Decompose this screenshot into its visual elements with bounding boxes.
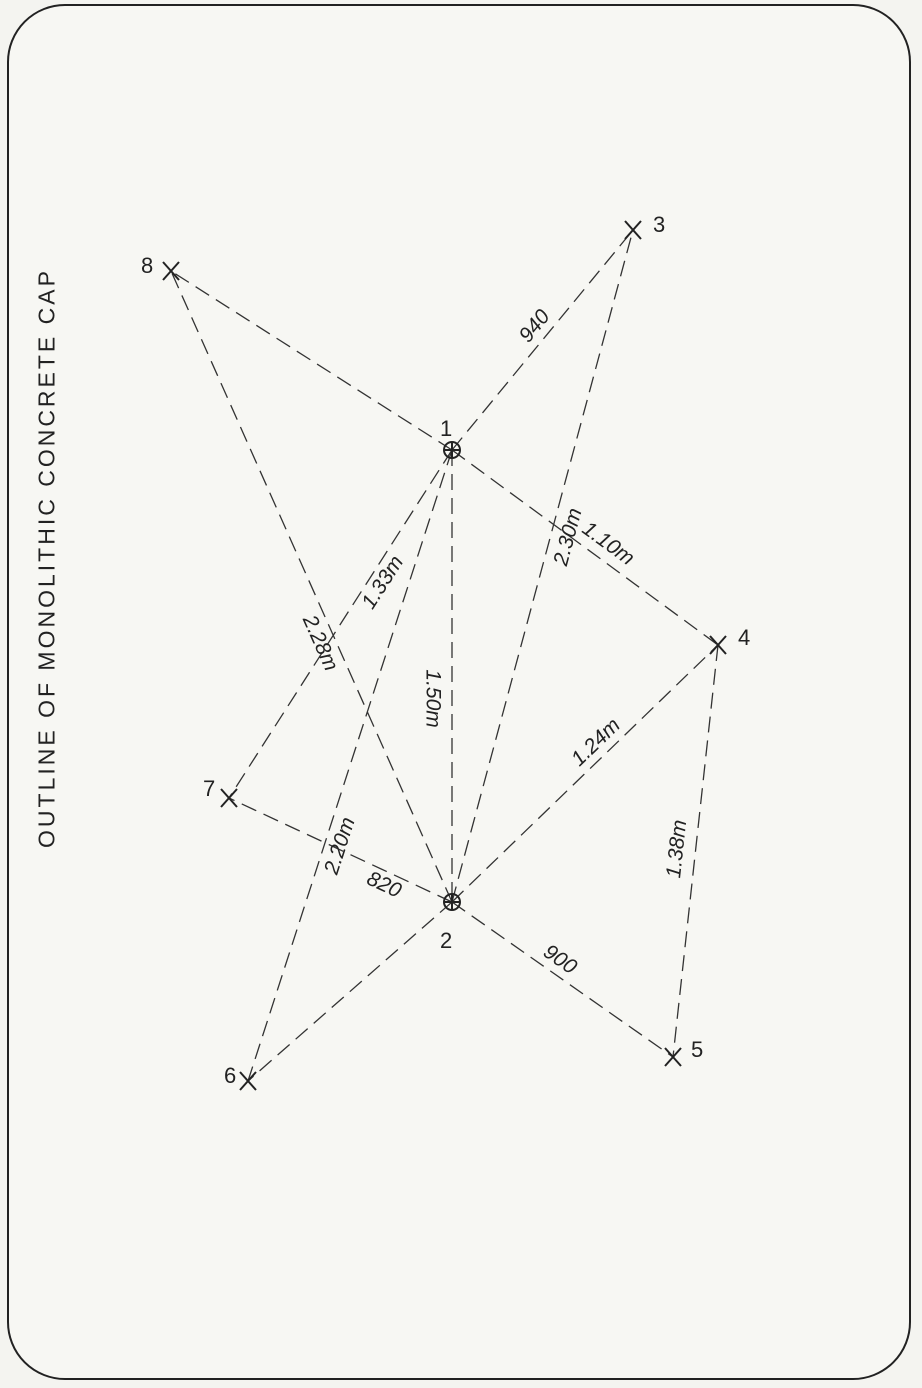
point-marker-3 xyxy=(624,220,642,240)
point-marker-8 xyxy=(162,261,180,281)
dimension-label-2-7: 820 xyxy=(363,867,405,903)
edge-1-6 xyxy=(247,449,453,1082)
edge-2-7 xyxy=(228,797,453,903)
point-marker-4 xyxy=(709,635,727,655)
edge-2-3 xyxy=(451,229,634,903)
cap-outline xyxy=(7,4,911,1380)
edge-1-3 xyxy=(451,229,634,451)
point-number-8: 8 xyxy=(141,253,153,278)
edge-1-8 xyxy=(170,270,453,451)
dimension-label-4-5: 1.38m xyxy=(662,819,691,880)
point-number-3: 3 xyxy=(653,212,665,237)
point-number-7: 7 xyxy=(203,776,215,801)
edge-2-8 xyxy=(170,270,453,903)
edge-2-4 xyxy=(451,644,719,903)
edge-4-5 xyxy=(672,644,719,1058)
point-marker-5 xyxy=(664,1047,682,1067)
dimension-label-2-5: 900 xyxy=(539,940,581,979)
dimension-label-1-4: 1.10m xyxy=(578,517,639,570)
dimension-label-1-7: 1.33m xyxy=(357,552,408,614)
pile-marker-2 xyxy=(443,893,461,911)
edge-2-5 xyxy=(451,901,674,1058)
dimension-label-1-2: 1.50m xyxy=(421,669,444,727)
point-marker-7 xyxy=(220,788,238,808)
dimension-label-1-6: 2.20m xyxy=(320,814,360,878)
dimension-label-2-8: 2.28m xyxy=(297,611,342,675)
point-number-6: 6 xyxy=(224,1063,236,1088)
point-marker-6 xyxy=(239,1071,257,1091)
dimension-label-1-3: 940 xyxy=(515,305,555,347)
edge-1-7 xyxy=(228,449,453,799)
edge-1-4 xyxy=(451,449,719,646)
edge-2-6 xyxy=(247,901,453,1082)
point-number-1: 1 xyxy=(440,416,452,441)
point-number-4: 4 xyxy=(738,625,750,650)
point-number-2: 2 xyxy=(440,928,452,953)
point-number-5: 5 xyxy=(691,1037,703,1062)
pile-marker-1 xyxy=(443,441,461,459)
